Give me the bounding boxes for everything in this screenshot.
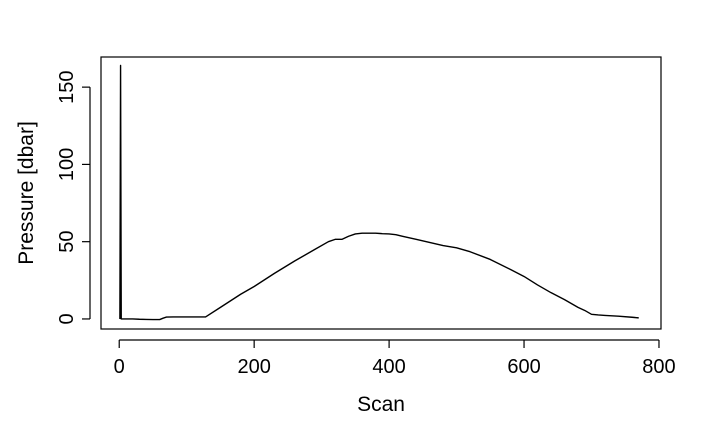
series-line-pressure	[119, 64, 639, 321]
x-tick-label: 400	[372, 356, 405, 378]
x-axis-label: Scan	[357, 393, 405, 416]
x-tick-label: 0	[114, 356, 125, 378]
x-tick-label: 600	[507, 356, 540, 378]
x-tick-label: 200	[237, 356, 270, 378]
y-tick-label: 100	[56, 148, 78, 181]
x-tick-label: 800	[642, 356, 675, 378]
plot-frame	[100, 56, 662, 330]
x-axis: 0 200 400 600 800	[114, 339, 676, 378]
y-axis-label: Pressure [dbar]	[15, 121, 38, 265]
y-tick-label: 50	[56, 231, 78, 253]
y-tick-label: 0	[56, 313, 78, 324]
y-tick-label: 150	[56, 70, 78, 103]
y-axis: 0 50 100 150	[56, 70, 91, 325]
